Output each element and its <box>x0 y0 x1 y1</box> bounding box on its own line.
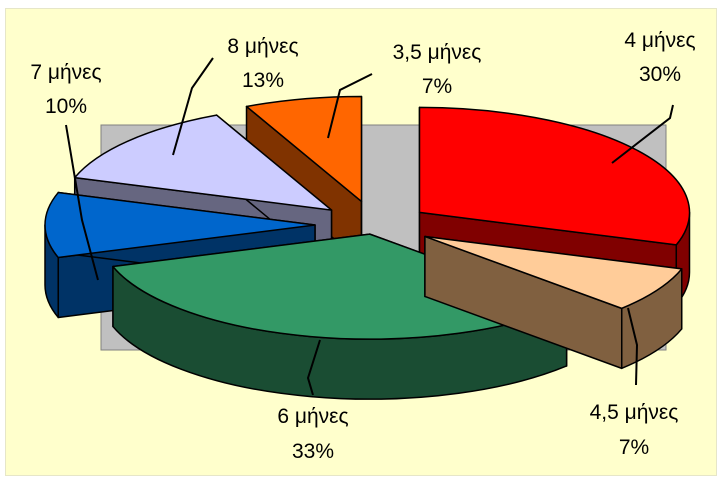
slice-label-4-months: 4 μήνες <box>624 29 695 52</box>
slice-percent-3-5-months: 7% <box>422 75 452 98</box>
leader-lines <box>65 57 674 396</box>
leader-line-8-months <box>172 57 214 156</box>
data-labels: 4 μήνες 30% 4,5 μήνες 7% 6 μήνες 33% 7 μ… <box>30 29 695 463</box>
slice-label-4-5-months: 4,5 μήνες <box>590 401 679 424</box>
slice-top-8-months <box>73 114 333 211</box>
slice-percent-4-5-months: 7% <box>619 436 649 459</box>
slice-percent-6-months: 33% <box>292 440 334 463</box>
leader-line-7-months <box>65 124 99 281</box>
slice-label-7-months: 7 μήνες <box>30 61 101 84</box>
slice-top-4-months <box>418 106 691 246</box>
leader-line-3-5-months <box>327 73 373 139</box>
slice-top-4-5-months <box>424 235 683 310</box>
leader-line-4-5-months <box>627 307 639 386</box>
slice-6-months <box>112 233 568 400</box>
slice-percent-8-months: 13% <box>242 69 284 92</box>
slice-percent-4-months: 30% <box>639 63 681 86</box>
leader-line-4-months <box>611 104 674 164</box>
slice-label-3-5-months: 3,5 μήνες <box>393 41 482 64</box>
slice-label-8-months: 8 μήνες <box>227 35 298 58</box>
leader-line-6-months <box>306 339 321 396</box>
slice-4-5-months <box>424 235 683 370</box>
slice-top-7-months <box>44 191 316 259</box>
slice-percent-7-months: 10% <box>45 95 87 118</box>
slice-label-6-months: 6 μήνες <box>277 405 348 428</box>
